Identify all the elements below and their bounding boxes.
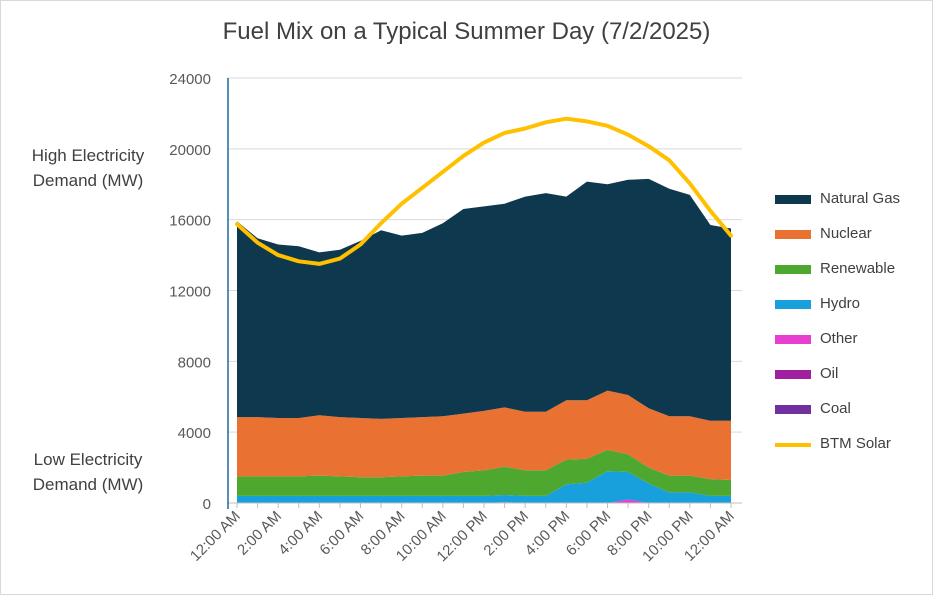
x-tick-label: 12:00 AM <box>187 508 244 565</box>
legend-swatch <box>775 265 811 274</box>
area-renewable <box>237 449 731 496</box>
legend-label: Renewable <box>820 260 896 277</box>
legend-label: Hydro <box>820 295 861 312</box>
y-tick-label: 0 <box>203 496 211 513</box>
legend-label: Natural Gas <box>820 190 901 207</box>
y-label-high: High Electricity Demand (MW) <box>18 143 158 193</box>
x-tick-label: 2:00 PM <box>480 508 532 560</box>
legend-label: BTM Solar <box>820 435 891 452</box>
y-tick-label: 16000 <box>169 213 211 230</box>
y-label-high-line-1: High Electricity <box>31 146 145 165</box>
y-label-low-line-1: Low Electricity <box>33 450 143 469</box>
y-label-low-line-2: Demand (MW) <box>32 475 144 494</box>
legend-label: Coal <box>820 400 851 417</box>
legend-swatch <box>775 443 811 447</box>
chart-title: Fuel Mix on a Typical Summer Day (7/2/20… <box>222 18 711 45</box>
y-tick-label: 12000 <box>169 284 211 301</box>
legend-swatch <box>775 335 811 344</box>
x-tick-label: 2:00 AM <box>234 508 285 559</box>
area-nuclear <box>237 390 731 480</box>
legend-label: Other <box>820 330 858 347</box>
x-tick-label: 6:00 AM <box>316 508 367 559</box>
x-tick-label: 4:00 AM <box>275 508 326 559</box>
legend-label: Oil <box>820 365 839 382</box>
y-tick-label: 8000 <box>178 354 211 371</box>
y-tick-label: 4000 <box>178 425 211 442</box>
legend-label: Nuclear <box>820 225 872 242</box>
legend-swatch <box>775 230 811 239</box>
y-tick-label: 20000 <box>169 142 211 159</box>
legend-swatch <box>775 405 811 414</box>
y-label-low: Low Electricity Demand (MW) <box>18 447 158 497</box>
x-tick-label: 4:00 PM <box>522 508 574 560</box>
area-natural-gas <box>237 178 731 421</box>
y-tick-label: 24000 <box>169 71 211 88</box>
line-btm-solar <box>235 116 733 266</box>
legend-swatch <box>775 370 811 379</box>
y-label-high-line-2: Demand (MW) <box>32 171 144 190</box>
legend-swatch <box>775 195 811 204</box>
area-hydro <box>237 471 731 503</box>
legend-swatch <box>775 300 811 309</box>
x-tick-label: 6:00 PM <box>563 508 615 560</box>
area-other <box>237 499 731 503</box>
